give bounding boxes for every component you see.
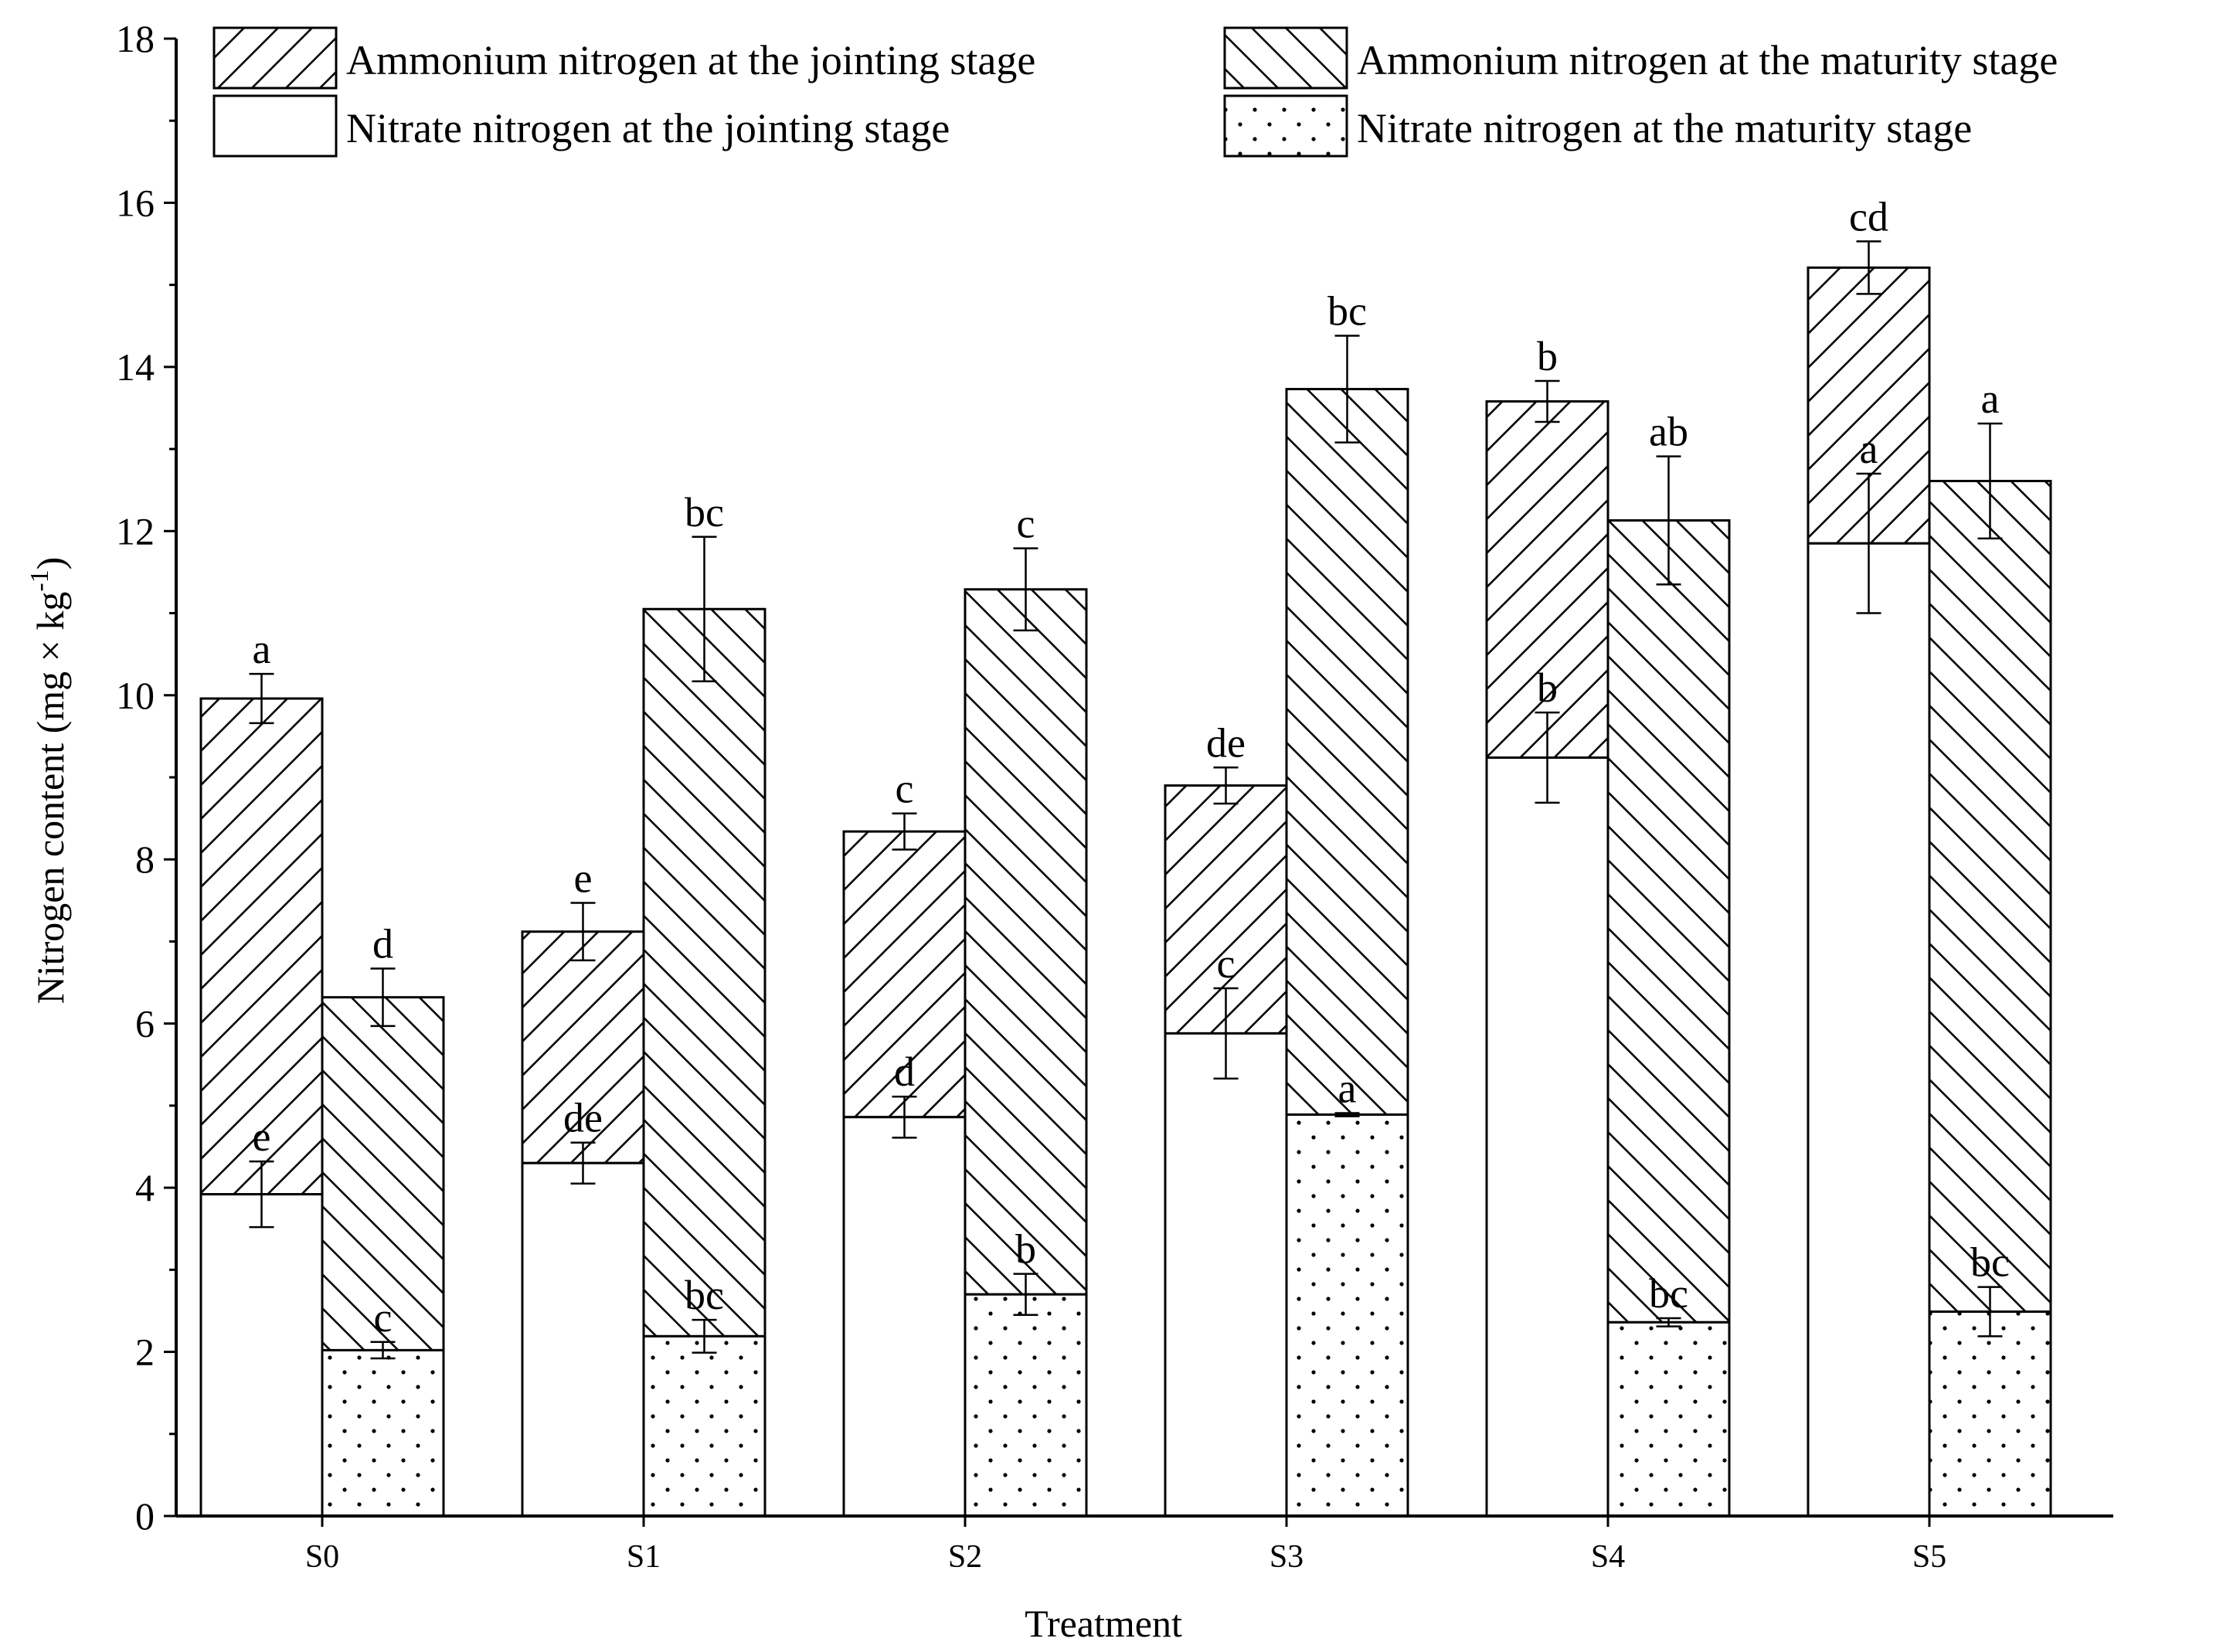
x-tick-label-s2: S2 (948, 1539, 982, 1575)
bar-nitrate-maturity-s3 (1285, 1113, 1409, 1518)
letter-ammonium-jointing-s2: c (896, 766, 914, 812)
x-tick-label-s4: S4 (1591, 1539, 1625, 1575)
x-axis-title: Treatment (1025, 1602, 1182, 1645)
y-tick-label-14: 14 (116, 345, 155, 389)
y-tick-label-8: 8 (135, 838, 155, 881)
y-tick-label-4: 4 (135, 1166, 155, 1209)
letter-nitrate-maturity-s0: c (374, 1294, 393, 1341)
legend-label-nitrate-maturity: Nitrate nitrogen at the maturity stage (1357, 105, 1972, 151)
letter-nitrate-jointing-s5: a (1860, 426, 1878, 472)
bar-nitrate-maturity-s1 (642, 1334, 766, 1518)
bar-nitrate-maturity-s0 (321, 1348, 445, 1518)
legend-label-ammonium-jointing: Ammonium nitrogen at the jointing stage (346, 37, 1035, 83)
bar-ammonium-maturity-s0 (321, 996, 445, 1351)
letter-nitrate-maturity-s4: bc (1649, 1270, 1688, 1317)
bar-nitrate-jointing-s4 (1485, 756, 1609, 1518)
legend-label-ammonium-maturity: Ammonium nitrogen at the maturity stage (1357, 37, 2058, 83)
bar-nitrate-maturity-s2 (964, 1293, 1088, 1518)
letter-nitrate-maturity-s2: b (1015, 1226, 1036, 1273)
letter-nitrate-jointing-s4: b (1537, 665, 1558, 711)
y-tick-label-12: 12 (116, 509, 155, 552)
letter-ammonium-jointing-s4: b (1537, 333, 1558, 379)
letter-ammonium-jointing-s0: a (253, 626, 271, 672)
y-tick-label-10: 10 (116, 674, 155, 717)
letter-ammonium-jointing-s3: de (1206, 719, 1246, 766)
letter-nitrate-maturity-s1: bc (685, 1272, 724, 1318)
x-tick-label-s5: S5 (1912, 1539, 1946, 1575)
legend-swatch-nitrate-maturity (1223, 94, 1348, 158)
error-bars-layer (249, 240, 2003, 1360)
y-axis-title-superscript: -1 (25, 569, 54, 591)
letter-ammonium-maturity-s5: a (1981, 376, 2000, 422)
bar-ammonium-maturity-s4 (1606, 519, 1731, 1324)
letter-ammonium-jointing-s1: e (574, 855, 593, 902)
legend-swatch-ammonium-jointing (212, 26, 338, 90)
letter-nitrate-jointing-s3: c (1217, 940, 1236, 987)
bar-ammonium-maturity-s5 (1928, 480, 2052, 1314)
y-tick-label-16: 16 (116, 181, 155, 224)
bar-nitrate-jointing-s3 (1164, 1032, 1288, 1518)
letter-nitrate-maturity-s3: a (1338, 1065, 1357, 1111)
bar-nitrate-maturity-s5 (1928, 1310, 2052, 1518)
letter-nitrate-jointing-s2: d (894, 1049, 915, 1095)
x-tick-label-s0: S0 (305, 1539, 339, 1575)
bar-nitrate-maturity-s4 (1606, 1321, 1731, 1518)
bar-nitrate-jointing-s2 (842, 1116, 967, 1518)
letter-ammonium-maturity-s4: ab (1649, 409, 1688, 455)
letter-nitrate-jointing-s1: de (563, 1095, 603, 1141)
y-axis-title-main: Nitrogen content (mg × kg (29, 592, 72, 1004)
letter-ammonium-maturity-s3: bc (1327, 288, 1367, 335)
letter-ammonium-maturity-s2: c (1017, 501, 1035, 547)
y-tick-label-6: 6 (135, 1002, 155, 1045)
x-tick-label-s1: S1 (627, 1539, 661, 1575)
y-axis-title-close: ) (29, 557, 72, 570)
bar-nitrate-jointing-s1 (521, 1161, 645, 1518)
letter-ammonium-jointing-s5: cd (1849, 193, 1888, 240)
letter-nitrate-maturity-s5: bc (1970, 1239, 2010, 1286)
bar-ammonium-maturity-s2 (964, 588, 1088, 1296)
bar-ammonium-jointing-s2 (842, 830, 967, 1119)
axes-layer: S0 S1 S2 S3 S4 S5 0 2 4 6 8 10 12 14 16 18 (116, 17, 2113, 1575)
legend: Ammonium nitrogen at the jointing stage … (212, 26, 2058, 158)
y-tick-label-18: 18 (116, 17, 155, 60)
bar-ammonium-jointing-s0 (199, 697, 324, 1196)
bar-ammonium-maturity-s3 (1285, 388, 1409, 1117)
letter-ammonium-maturity-s0: d (372, 920, 393, 967)
y-tick-label-2: 2 (135, 1331, 155, 1374)
legend-swatch-nitrate-jointing (212, 94, 338, 158)
y-tick-label-0: 0 (135, 1494, 155, 1538)
bar-nitrate-jointing-s5 (1807, 542, 1931, 1518)
legend-swatch-ammonium-maturity (1223, 26, 1348, 90)
letter-ammonium-maturity-s1: bc (685, 489, 724, 535)
bar-ammonium-maturity-s1 (642, 607, 766, 1338)
bars-layer (199, 266, 2052, 1518)
y-axis-title: Nitrogen content (mg × kg-1) (25, 557, 72, 1004)
bar-ammonium-jointing-s4 (1485, 400, 1609, 760)
legend-label-nitrate-jointing: Nitrate nitrogen at the jointing stage (346, 105, 950, 151)
letter-nitrate-jointing-s0: e (253, 1113, 271, 1160)
bar-nitrate-jointing-s0 (199, 1193, 324, 1518)
x-tick-label-s3: S3 (1270, 1539, 1304, 1575)
